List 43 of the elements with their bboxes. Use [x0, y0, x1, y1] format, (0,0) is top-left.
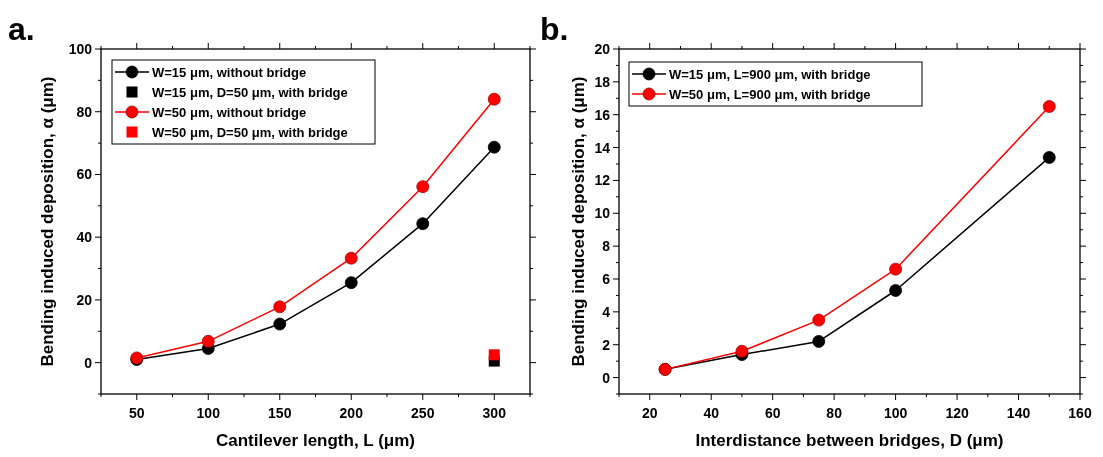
- legend-label: W=15 μm, L=900 μm, with bridge: [669, 67, 871, 82]
- x-tick-label: 200: [339, 405, 364, 421]
- x-tick-label: 60: [764, 405, 781, 421]
- x-tick-label: 300: [482, 405, 507, 421]
- y-tick-label: 80: [76, 103, 93, 120]
- chart-title: a.: [8, 11, 35, 47]
- x-tick-label: 20: [641, 405, 658, 421]
- y-tick-label: 12: [594, 172, 611, 189]
- legend-label: W=50 μm, L=900 μm, with bridge: [669, 87, 871, 102]
- y-tick-label: 16: [594, 106, 611, 123]
- x-tick-label: 120: [945, 405, 969, 421]
- y-tick-label: 100: [68, 41, 93, 57]
- y-axis-title: Bending induced deposition, α (μm): [38, 76, 57, 367]
- x-tick-label: 140: [1006, 405, 1031, 421]
- y-tick-label: 0: [602, 369, 611, 386]
- x-tick-label: 150: [268, 405, 292, 421]
- y-tick-label: 60: [76, 166, 93, 183]
- legend-label: W=15 μm, without bridge: [152, 65, 307, 80]
- y-tick-label: 20: [76, 291, 93, 308]
- y-tick-label: 8: [602, 238, 611, 255]
- legend-label: W=50 μm, without bridge: [152, 105, 307, 120]
- y-tick-label: 14: [594, 139, 611, 156]
- legend-label: W=50 μm, D=50 μm, with bridge: [152, 125, 348, 140]
- x-tick-label: 100: [196, 405, 221, 421]
- x-tick-label: 100: [883, 405, 908, 421]
- x-tick-label: 80: [826, 405, 843, 421]
- y-tick-label: 0: [84, 354, 93, 371]
- y-tick-label: 20: [594, 41, 611, 57]
- y-tick-label: 4: [602, 303, 611, 320]
- legend-label: W=15 μm, D=50 μm, with bridge: [152, 85, 348, 100]
- y-axis-title: Bending induced deposition, α (μm): [569, 76, 588, 367]
- y-tick-label: 40: [76, 229, 93, 246]
- x-axis-title: Cantilever length, L (μm): [215, 431, 416, 450]
- x-tick-label: 50: [128, 405, 145, 421]
- y-tick-label: 10: [594, 205, 611, 222]
- x-axis-title: Interdistance between bridges, D (μm): [695, 431, 1004, 450]
- chart-title: b.: [540, 11, 569, 47]
- y-tick-label: 6: [602, 271, 611, 287]
- x-tick-label: 40: [703, 405, 720, 421]
- y-tick-label: 2: [602, 336, 611, 353]
- x-tick-label: 160: [1068, 405, 1092, 421]
- x-tick-label: 250: [411, 405, 435, 421]
- y-tick-label: 18: [594, 73, 611, 90]
